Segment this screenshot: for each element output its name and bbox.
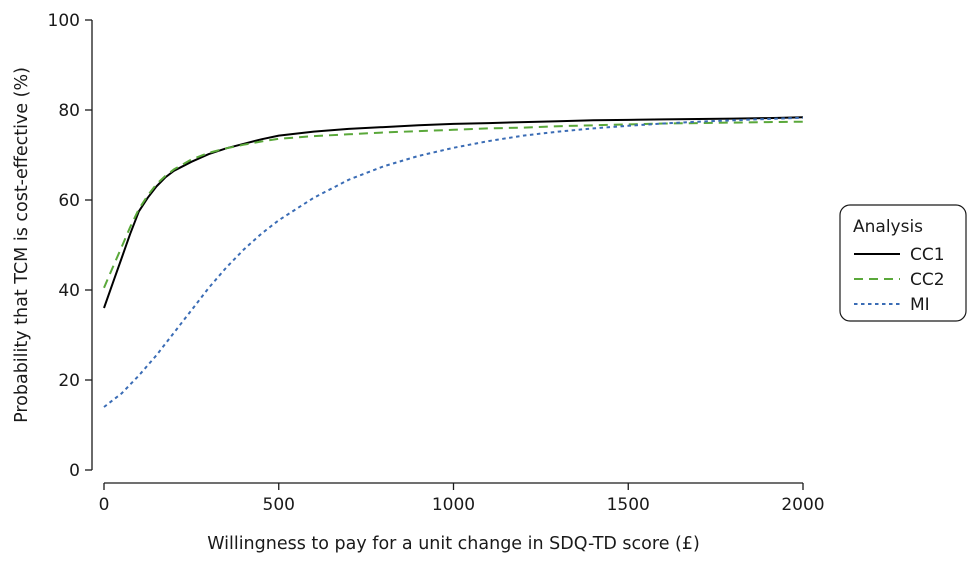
- x-tick-label: 2000: [781, 495, 824, 515]
- series-line-mi: [103, 116, 804, 408]
- y-tick-label: 60: [58, 191, 80, 211]
- legend-label-cc2: CC2: [910, 270, 945, 290]
- legend-label-cc1: CC1: [910, 245, 945, 265]
- x-tick-label: 500: [263, 495, 295, 515]
- x-axis-title: Willingness to pay for a unit change in …: [207, 534, 700, 554]
- series-line-cc1: [103, 116, 804, 309]
- y-tick-label: 40: [58, 281, 80, 301]
- y-tick-label: 20: [58, 371, 80, 391]
- legend-items: CC1 CC2 MI: [854, 245, 945, 315]
- legend-box: [839, 204, 967, 322]
- x-tick-label: 1500: [607, 495, 650, 515]
- y-axis-title: Probability that TCM is cost-effective (…: [12, 67, 32, 423]
- legend-title: Analysis: [853, 217, 923, 237]
- y-tick-label: 80: [58, 101, 80, 121]
- series-line-cc2: [103, 120, 804, 289]
- x-tick-label: 1000: [432, 495, 475, 515]
- legend-label-mi: MI: [910, 295, 930, 315]
- y-tick-label: 0: [69, 461, 80, 481]
- legend: Analysis CC1 CC2 MI: [839, 204, 967, 322]
- series-layer: [103, 116, 804, 408]
- x-tick-label: 0: [99, 495, 110, 515]
- x-axis: 0 500 1000 1500 2000: [99, 482, 825, 515]
- y-tick-label: 100: [48, 11, 80, 31]
- y-axis: 0 20 40 60 80 100: [48, 11, 93, 481]
